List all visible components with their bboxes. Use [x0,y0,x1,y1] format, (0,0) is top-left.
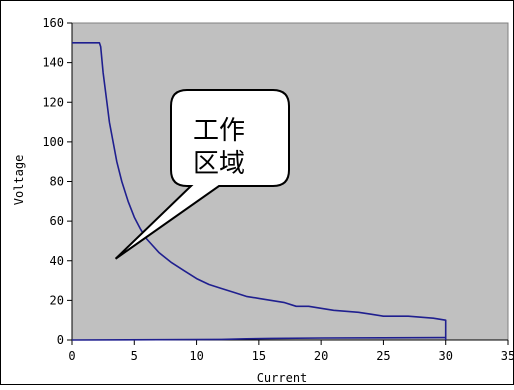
y-tick-label: 60 [50,214,64,228]
x-tick-label: 30 [438,349,452,363]
y-tick-label: 80 [50,175,64,189]
y-tick-label: 20 [50,293,64,307]
series-line-1 [72,41,447,340]
y-tick-label: 160 [42,16,64,30]
callout-text-line-2: 区域 [193,149,245,179]
x-tick-label: 5 [131,349,138,363]
x-tick-label: 35 [501,349,514,363]
y-tick-label: 0 [57,333,64,347]
y-tick-label: 140 [42,56,64,70]
x-axis-title: Current [257,371,308,385]
plot-area [71,22,509,341]
x-tick-label: 10 [189,349,203,363]
x-tick-label: 20 [314,349,328,363]
series-line-2 [71,336,446,341]
callout-bubble [114,89,290,260]
callout-text-line-1: 工作 [193,116,245,146]
y-axis-title: Voltage [12,155,26,206]
y-tick-label: 120 [42,95,64,109]
x-tick-label: 15 [252,349,266,363]
series-layer [71,41,447,341]
y-tick-label: 100 [42,135,64,149]
x-tick-label: 25 [376,349,390,363]
x-tick-label: 0 [68,349,75,363]
annotation-callout: 工作 区域 [114,89,290,260]
y-tick-label: 40 [50,254,64,268]
